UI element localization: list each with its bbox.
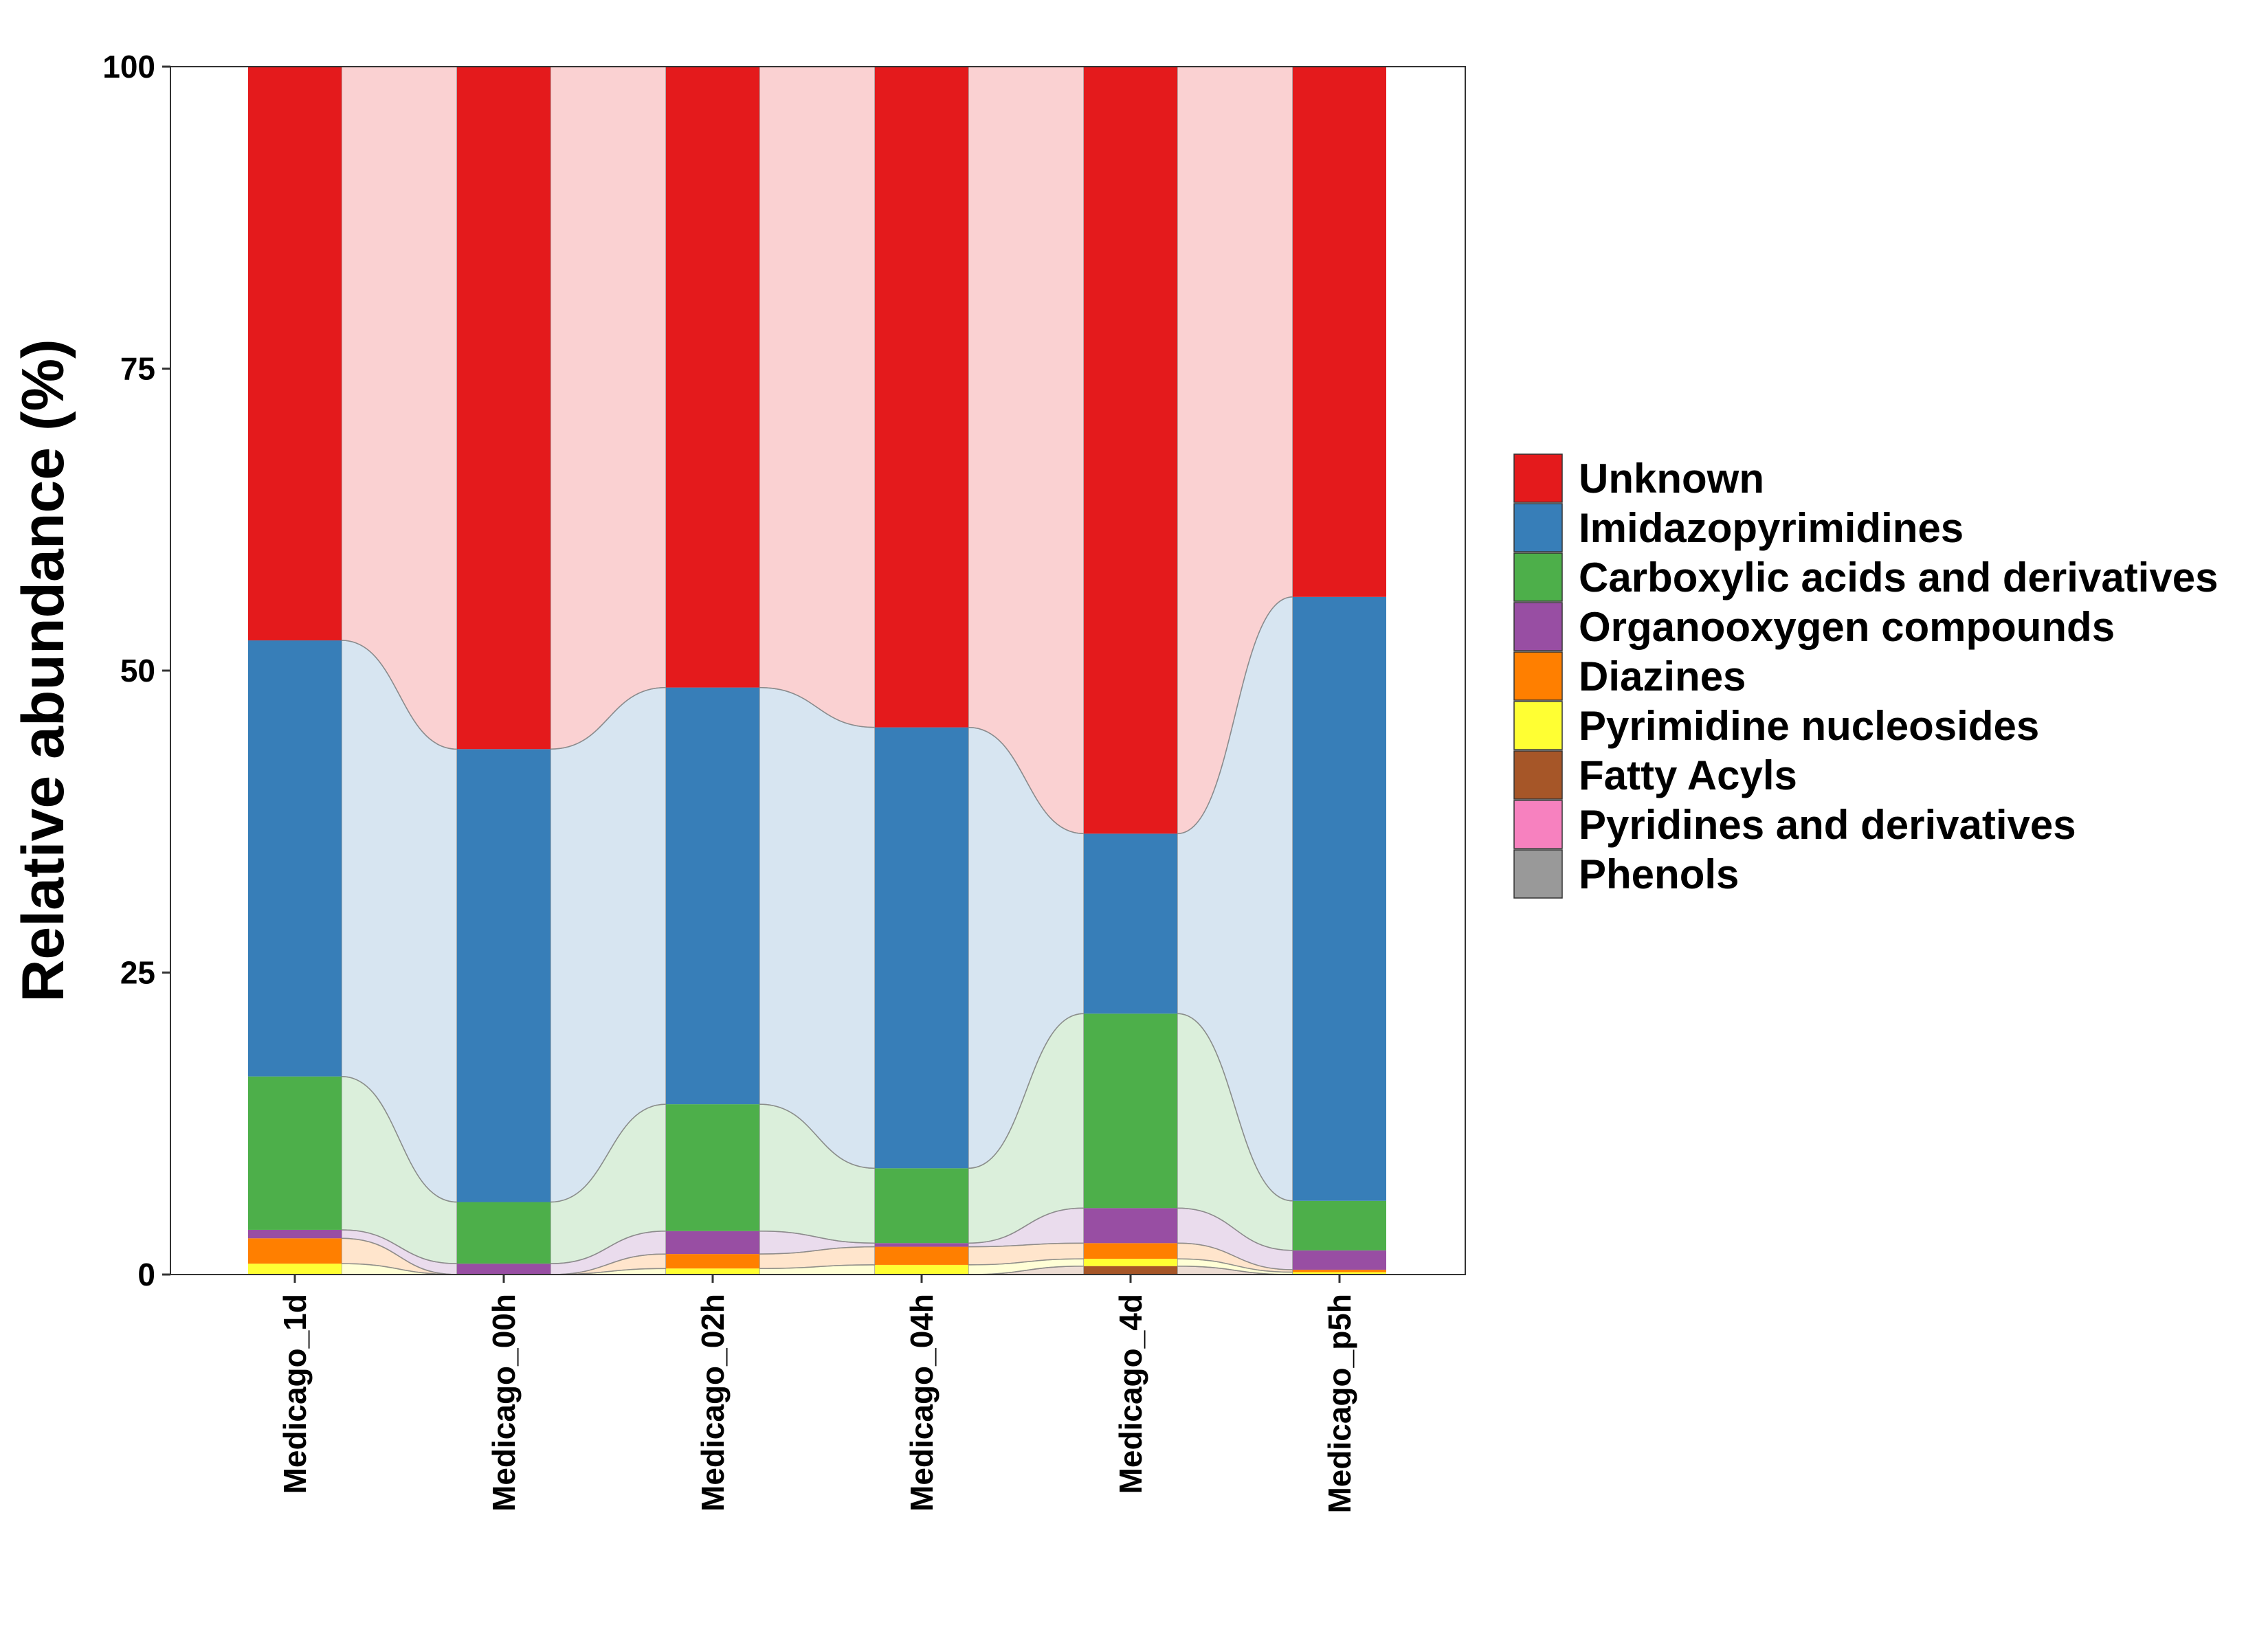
legend-label: Unknown [1579,456,1764,502]
legend-swatch [1513,750,1563,800]
legend-label: Organooxygen compounds [1579,604,2115,650]
y-tick-label: 25 [120,955,155,991]
band-imidazopyrimidines [759,686,876,1169]
bar-segment-imidazopyrimidines [1084,833,1177,1014]
band-unknown [550,66,667,750]
legend-swatch [1513,651,1563,701]
bar-segment-unknown [875,67,968,728]
bar-segment-organooxygen-compounds [248,1229,342,1239]
bar-segment-organooxygen-compounds [875,1243,968,1247]
legend-label: Carboxylic acids and derivatives [1579,554,2218,601]
bar-segment-imidazopyrimidines [1293,596,1386,1201]
bar-segment-pyrimidine-nucleosides [1293,1272,1386,1275]
bar-segment-carboxylic-acids-and-derivatives [1084,1013,1177,1209]
band-unknown [759,66,876,728]
legend-label: Pyridines and derivatives [1579,802,2076,848]
x-tick-label: Medicago_04h [904,1294,940,1512]
legend-label: Diazines [1579,653,1746,699]
x-axis: Medicago_1d Medicago_00h Medicago_02h Medic… [277,1275,1357,1514]
legend-swatch [1513,849,1563,899]
bar-segment-carboxylic-acids-and-derivatives [248,1076,342,1230]
band-unknown [968,66,1085,835]
bar-segment-fatty-acyls [1084,1266,1177,1275]
legend-label: Pyrimidine nucleosides [1579,703,2039,749]
x-tick-label: Medicago_4d [1113,1294,1148,1494]
legend-label: Phenols [1579,851,1739,897]
bar-segment-pyrimidine-nucleosides [666,1268,759,1275]
bar-segment-unknown [1293,67,1386,597]
bar-segment-carboxylic-acids-and-derivatives [666,1104,759,1231]
y-tick-label: 0 [137,1257,155,1292]
legend-swatch [1513,800,1563,849]
y-tick-label: 75 [120,351,155,387]
bar-segment-unknown [1084,67,1177,834]
bar-segment-diazines [666,1254,759,1269]
bar-segment-unknown [666,67,759,688]
y-tick-label: 50 [120,653,155,688]
legend-label: Fatty Acyls [1579,752,1797,798]
bar-stacks [248,67,1386,1275]
bar-segment-carboxylic-acids-and-derivatives [457,1202,551,1264]
bar-segment-diazines [1084,1243,1177,1259]
bar-segment-organooxygen-compounds [1293,1250,1386,1270]
bar-segment-pyrimidine-nucleosides [1084,1259,1177,1266]
bar-segment-unknown [248,67,342,641]
bar-segment-imidazopyrimidines [457,749,551,1202]
y-axis: 0 25 50 75 100 [102,49,170,1292]
alluvial-bands [341,66,1293,1275]
x-tick-label: Medicago_02h [695,1294,731,1512]
bar-segment-diazines [248,1238,342,1264]
x-tick-label: Medicago_1d [277,1294,313,1494]
y-tick-label: 100 [102,49,155,85]
bar-segment-imidazopyrimidines [875,727,968,1169]
bar-segment-carboxylic-acids-and-derivatives [875,1168,968,1244]
bar-segment-organooxygen-compounds [666,1231,759,1255]
legend-swatch [1513,602,1563,651]
bar-segment-organooxygen-compounds [1084,1208,1177,1244]
bar-segment-imidazopyrimidines [666,687,759,1105]
legend-swatch [1513,453,1563,503]
bar-segment-organooxygen-compounds [457,1264,551,1275]
legend-swatch [1513,701,1563,750]
bar-segment-pyrimidine-nucleosides [875,1264,968,1275]
x-tick-label: Medicago_00h [486,1294,522,1512]
bar-segment-pyrimidine-nucleosides [248,1264,342,1275]
bar-segment-imidazopyrimidines [248,640,342,1077]
bar-segment-diazines [1293,1269,1386,1272]
bar-segment-unknown [457,67,551,750]
legend-label: Imidazopyrimidines [1579,505,1964,551]
x-tick-label: Medicago_p5h [1322,1294,1357,1514]
bar-segment-diazines [875,1246,968,1265]
legend-swatch [1513,503,1563,552]
y-axis-title: Relative abundance (%) [10,339,76,1002]
bar-segment-carboxylic-acids-and-derivatives [1293,1200,1386,1250]
legend-swatch [1513,552,1563,602]
